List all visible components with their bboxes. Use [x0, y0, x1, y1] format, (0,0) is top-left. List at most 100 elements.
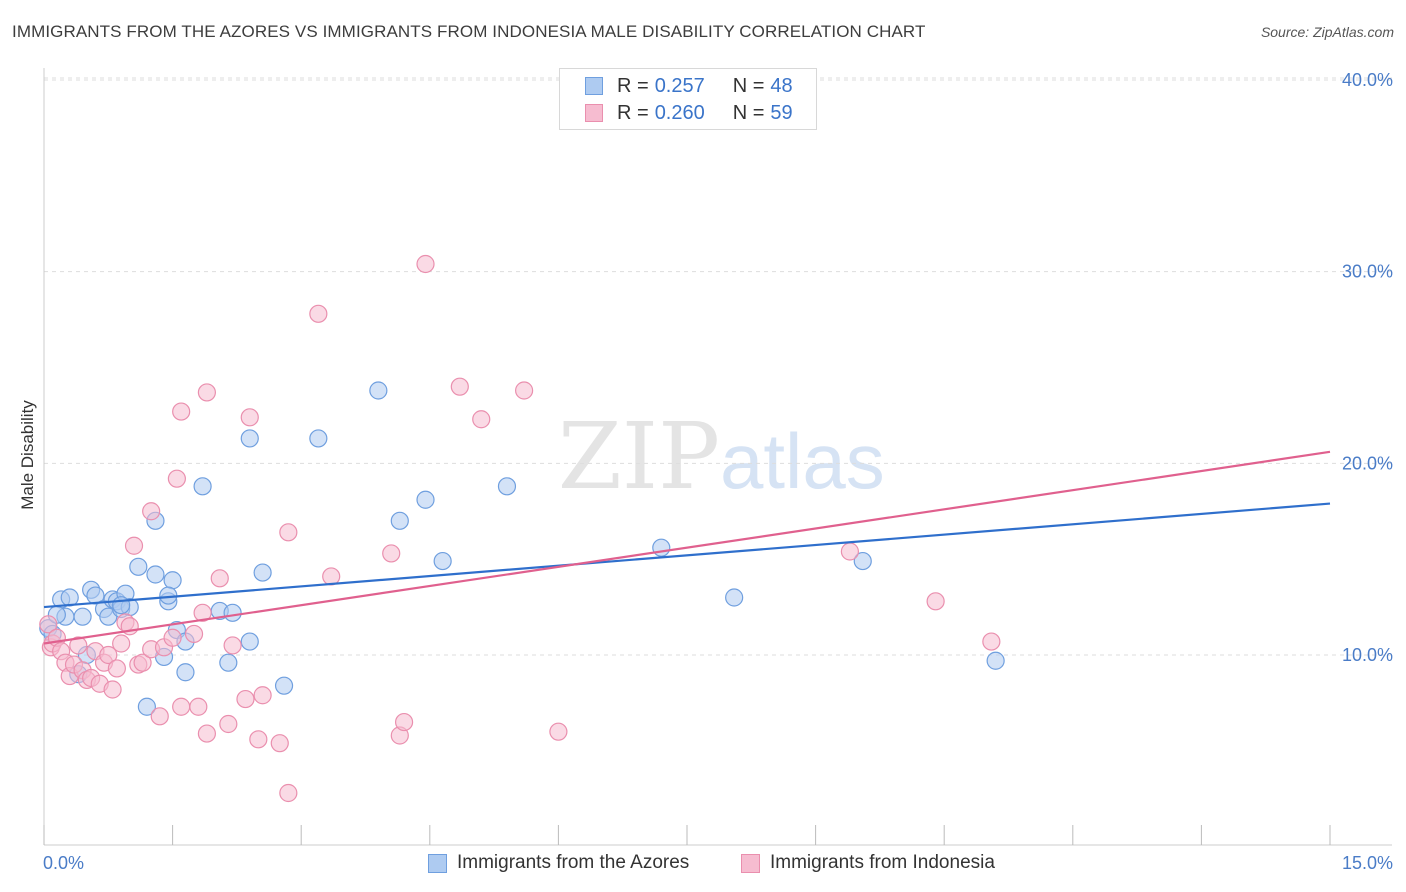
azores-point [176, 663, 195, 682]
indonesia-point [270, 734, 289, 753]
azores-point [274, 676, 294, 695]
watermark-atlas: atlas [720, 417, 885, 505]
watermark-zip: ZIP [558, 403, 720, 510]
n-label: N = [732, 101, 765, 124]
azores-point [193, 477, 212, 496]
indonesia-point [150, 707, 169, 726]
chart-title: IMMIGRANTS FROM THE AZORES VS IMMIGRANTS… [12, 22, 926, 41]
indonesia-trend-line [43, 450, 1331, 645]
legend-item-azores[interactable]: Immigrants from the Azores [428, 852, 689, 874]
azores-point [253, 563, 272, 582]
azores-point [497, 477, 517, 496]
indonesia-point [416, 254, 435, 274]
indonesia-point [223, 636, 242, 655]
azores-legend-label: Immigrants from the Azores [457, 852, 690, 873]
azores-trend-line [43, 502, 1331, 609]
azores-point [369, 381, 388, 400]
indonesia-point [249, 730, 268, 749]
legend-row-azores: R = 0.257 N = 48 [585, 74, 793, 98]
azores-point [986, 651, 1005, 670]
indonesia-point [172, 697, 191, 716]
azores-point [223, 603, 242, 622]
indonesia-point [112, 634, 131, 653]
tick-labels: 10.0% 20.0% 30.0% 40.0% 0.0% 15.0% [43, 70, 1393, 873]
r-label: R = [617, 101, 649, 124]
indonesia-point [240, 408, 259, 427]
azores-point [416, 490, 435, 509]
azores-point [390, 511, 409, 530]
indonesia-point [394, 712, 414, 732]
indonesia-point [133, 653, 152, 672]
indonesia-point [472, 410, 491, 429]
trend-lines [43, 450, 1331, 645]
n-value: 59 [770, 101, 793, 124]
series-legend: Immigrants from the Azores Immigrants fr… [0, 852, 1406, 878]
grid-lines [44, 77, 1392, 656]
indonesia-point [840, 542, 859, 561]
indonesia-point [99, 645, 118, 665]
r-value: 0.260 [654, 101, 705, 124]
indonesia-legend-label: Immigrants from Indonesia [770, 852, 995, 873]
azores-point [240, 632, 259, 651]
r-value: 0.257 [654, 74, 705, 97]
legend-item-indonesia[interactable]: Immigrants from Indonesia [741, 852, 995, 874]
indonesia-point [279, 783, 298, 803]
indonesia-point [549, 722, 568, 741]
n-value: 48 [770, 74, 793, 97]
indonesia-point [279, 523, 298, 542]
x-tick-label-min: 0.0% [43, 853, 84, 873]
indonesia-point [163, 628, 182, 647]
indonesia-point [515, 381, 534, 400]
azores-legend-swatch [428, 853, 447, 873]
azores-point [163, 571, 182, 590]
y-tick-label: 20.0% [1342, 453, 1393, 473]
indonesia-point [382, 544, 401, 563]
x-tick-label-max: 15.0% [1342, 853, 1393, 873]
indonesia-point [253, 686, 272, 705]
indonesia-point [69, 636, 88, 655]
azores-point [112, 596, 131, 615]
y-tick-label: 10.0% [1342, 645, 1393, 665]
indonesia-point [219, 714, 238, 734]
azores-point [129, 557, 148, 576]
indonesia-point [197, 724, 216, 743]
indonesia-point [982, 632, 1001, 651]
indonesia-point [236, 689, 255, 709]
indonesia-point [142, 502, 161, 521]
azores-point [652, 538, 671, 557]
correlation-legend: R = 0.257 N = 48 R = 0.260 N = 59 [559, 68, 817, 130]
azores-point [853, 551, 872, 571]
indonesia-point [39, 615, 58, 634]
indonesia-point [197, 383, 216, 402]
indonesia-point [167, 469, 186, 488]
indonesia-point [450, 377, 469, 396]
azores-point [86, 586, 105, 605]
azores-point [433, 551, 452, 571]
indonesia-point [184, 624, 204, 644]
y-axis-label: Male Disability [18, 400, 37, 510]
azores-point [73, 607, 92, 626]
n-label: N = [732, 74, 765, 97]
indonesia-point [124, 536, 144, 555]
axes [43, 68, 1392, 846]
azores-point [309, 429, 328, 448]
legend-row-indonesia: R = 0.260 N = 59 [585, 101, 793, 125]
indonesia-point [193, 603, 212, 622]
y-tick-label: 30.0% [1342, 262, 1393, 282]
azores-point [725, 588, 744, 607]
indonesia-point [107, 659, 126, 678]
indonesia-point [322, 567, 341, 586]
indonesia-point [189, 697, 208, 716]
r-label: R = [617, 74, 649, 97]
y-tick-label: 40.0% [1342, 70, 1393, 90]
indonesia-legend-swatch [741, 853, 760, 873]
indonesia-point [210, 569, 229, 588]
azores-swatch [585, 77, 603, 95]
data-points [39, 254, 1005, 803]
azores-point [219, 653, 238, 672]
azores-point [146, 565, 165, 584]
indonesia-point [103, 680, 122, 699]
indonesia-point [172, 402, 191, 421]
source-label: Source: ZipAtlas.com [1260, 24, 1394, 40]
